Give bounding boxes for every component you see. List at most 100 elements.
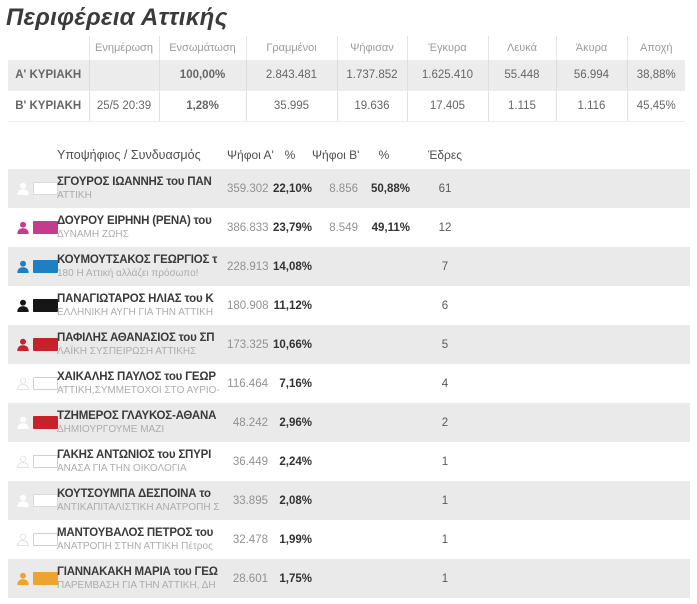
candidate-votes-a: 386.833	[227, 221, 269, 234]
party-color-swatch	[33, 494, 58, 507]
summary-cell-update: 25/5 20:39	[88, 90, 159, 122]
party-color-swatch	[33, 455, 58, 468]
candidate-pct-a: 2,24%	[279, 455, 312, 468]
candidate-row[interactable]: ΓΑΚΗΣ ΑΝΤΩΝΙΟΣ του ΣΠΥΡΙ ΑΝΑΣΑ ΓΙΑ ΤΗΝ Ο…	[8, 442, 690, 481]
candidate-party: ΠΑΡΕΜΒΑΣΗ ΓΙΑ ΤΗΝ ΑΤΤΙΚΗ, ΔΗ	[57, 580, 216, 591]
summary-cell-abstention: 38,88%	[626, 60, 685, 91]
candidate-name: ΚΟΥΜΟΥΤΣΑΚΟΣ ΓΕΩΡΓΙΟΣ τ	[57, 254, 218, 266]
summary-cell-abstention: 45,45%	[626, 90, 685, 122]
candidate-row[interactable]: ΓΙΑΝΝΑΚΑΚΗ ΜΑΡΙΑ του ΓΕΩ ΠΑΡΕΜΒΑΣΗ ΓΙΑ Τ…	[8, 559, 690, 598]
candidate-icon-cell	[8, 299, 58, 313]
header-seats: Έδρες	[427, 148, 463, 162]
candidate-votes-b: 8.856	[329, 182, 358, 195]
party-color-swatch	[33, 299, 58, 312]
candidate-pct-a: 2,96%	[279, 416, 312, 429]
candidate-icon-cell	[8, 260, 58, 274]
person-icon	[17, 572, 29, 585]
person-icon	[17, 416, 29, 429]
candidate-row[interactable]: ΚΟΥΜΟΥΤΣΑΚΟΣ ΓΕΩΡΓΙΟΣ τ 180 Η Αττική αλλ…	[8, 247, 690, 286]
page-title: Περιφέρεια Αττικής	[6, 4, 228, 31]
summary-cell-registered: 2.843.481	[245, 60, 337, 91]
candidate-pct-b: 49,11%	[371, 221, 410, 234]
candidate-row[interactable]: ΧΑΪΚΑΛΗΣ ΠΑΥΛΟΣ του ΓΕΩΡ ΑΤΤΙΚΗ,ΣΥΜΜΕΤΟΧ…	[8, 364, 690, 403]
summary-cell-invalid: 1.116	[555, 90, 627, 122]
candidate-icon-cell	[8, 572, 58, 586]
candidate-pct-b: 50,88%	[370, 182, 410, 195]
party-color-swatch	[33, 377, 58, 390]
summary-cell-valid: 17.405	[406, 90, 488, 122]
candidate-seats: 7	[441, 260, 449, 273]
candidate-pct-a: 23,79%	[272, 221, 312, 234]
party-color-swatch	[33, 260, 58, 273]
candidate-row[interactable]: ΚΟΥΤΣΟΥΜΠΑ ΔΕΣΠΟΙΝΑ το ΑΝΤΙΚΑΠΙΤΑΛΙΣΤΙΚΗ…	[8, 481, 690, 520]
candidate-seats: 4	[441, 377, 449, 390]
summary-cell-voted: 1.737.852	[336, 60, 407, 91]
candidate-icon-cell	[8, 455, 58, 469]
party-color-swatch	[33, 338, 58, 351]
candidate-row[interactable]: ΣΓΟΥΡΟΣ ΙΩΑΝΝΗΣ του ΠΑΝ ΑΤΤΙΚΗ 359.302 2…	[8, 169, 690, 208]
summary-table: Ενημέρωση Ενσωμάτωση Γραμμένοι Ψήφισαν Έ…	[8, 36, 685, 122]
candidate-row[interactable]: ΠΑΦΙΛΗΣ ΑΘΑΝΑΣΙΟΣ του ΣΠ ΛΑΪΚΗ ΣΥΣΠΕΙΡΩΣ…	[8, 325, 690, 364]
candidate-row[interactable]: ΔΟΥΡΟΥ ΕΙΡΗΝΗ (ΡΕΝΑ) του ΔΥΝΑΜΗ ΖΩΗΣ 386…	[8, 208, 690, 247]
candidate-name-cell: ΤΖΗΜΕΡΟΣ ΓΛΑΥΚΟΣ-ΑΘΑΝΑ ΔΗΜΙΟΥΡΓΟΥΜΕ ΜΑΖΙ	[57, 410, 227, 435]
party-color-swatch	[33, 182, 58, 195]
party-color-swatch	[33, 221, 58, 234]
candidate-name: ΣΓΟΥΡΟΣ ΙΩΑΝΝΗΣ του ΠΑΝ	[57, 176, 212, 188]
candidate-seats: 1	[441, 494, 449, 507]
person-icon	[17, 260, 29, 273]
person-icon	[17, 455, 29, 468]
candidate-party: ΑΝΑΤΡΟΠΗ ΣΤΗΝ ΑΤΤΙΚΗ Πέτρος	[57, 541, 213, 552]
candidate-party: 180 Η Αττική αλλάζει πρόσωπο!	[57, 268, 199, 279]
header-candidate: Υποψήφιος / Συνδυασμός	[57, 148, 201, 162]
candidate-icon-cell	[8, 533, 58, 547]
party-color-swatch	[33, 416, 58, 429]
candidate-icon-cell	[8, 416, 58, 430]
summary-cell-registered: 35.995	[245, 90, 337, 122]
party-color-swatch	[33, 533, 58, 546]
summary-row-label: Α' ΚΥΡΙΑΚΗ	[8, 60, 89, 91]
candidate-row[interactable]: ΤΖΗΜΕΡΟΣ ΓΛΑΥΚΟΣ-ΑΘΑΝΑ ΔΗΜΙΟΥΡΓΟΥΜΕ ΜΑΖΙ…	[8, 403, 690, 442]
summary-cell-voted: 19.636	[336, 90, 407, 122]
candidate-row[interactable]: ΠΑΝΑΓΙΩΤΑΡΟΣ ΗΛΙΑΣ του Κ ΕΛΛΗΝΙΚΗ ΑΥΓΗ Γ…	[8, 286, 690, 325]
candidate-name: ΔΟΥΡΟΥ ΕΙΡΗΝΗ (ΡΕΝΑ) του	[57, 215, 212, 227]
header-pct-b: %	[378, 148, 390, 162]
person-icon	[17, 377, 29, 390]
candidate-name: ΧΑΪΚΑΛΗΣ ΠΑΥΛΟΣ του ΓΕΩΡ	[57, 371, 216, 383]
candidate-party: ΛΑΪΚΗ ΣΥΣΠΕΙΡΩΣΗ ΑΤΤΙΚΗΣ	[57, 346, 197, 357]
candidate-name-cell: ΠΑΝΑΓΙΩΤΑΡΟΣ ΗΛΙΑΣ του Κ ΕΛΛΗΝΙΚΗ ΑΥΓΗ Γ…	[57, 293, 227, 318]
candidate-list-header: Υποψήφιος / Συνδυασμός Ψήφοι Α' % Ψήφοι …	[8, 148, 697, 162]
candidate-votes-a: 28.601	[232, 572, 268, 585]
candidate-name-cell: ΓΙΑΝΝΑΚΑΚΗ ΜΑΡΙΑ του ΓΕΩ ΠΑΡΕΜΒΑΣΗ ΓΙΑ Τ…	[57, 566, 227, 591]
candidate-pct-a: 1,75%	[279, 572, 312, 585]
candidate-name: ΜΑΝΤΟΥΒΑΛΟΣ ΠΕΤΡΟΣ του	[57, 527, 214, 539]
candidate-icon-cell	[8, 182, 58, 196]
header-votes-b: Ψήφοι Β'	[312, 148, 360, 162]
candidate-list: ΣΓΟΥΡΟΣ ΙΩΑΝΝΗΣ του ΠΑΝ ΑΤΤΙΚΗ 359.302 2…	[0, 169, 697, 598]
candidate-party: ΑΝΤΙΚΑΠΙΤΑΛΙΣΤΙΚΗ ΑΝΑΤΡΟΠΗ Σ	[57, 502, 220, 513]
candidate-pct-a: 2,08%	[279, 494, 312, 507]
candidate-party: ΑΝΑΣΑ ΓΙΑ ΤΗΝ ΟΙΚΟΛΟΓΙΑ	[57, 463, 187, 474]
candidate-icon-cell	[8, 221, 58, 235]
candidate-votes-b: 8.549	[329, 221, 358, 234]
candidate-pct-a: 11,12%	[273, 299, 312, 312]
person-icon	[17, 221, 29, 234]
candidate-icon-cell	[8, 377, 58, 391]
candidate-pct-a: 1,99%	[279, 533, 312, 546]
candidate-name-cell: ΚΟΥΤΣΟΥΜΠΑ ΔΕΣΠΟΙΝΑ το ΑΝΤΙΚΑΠΙΤΑΛΙΣΤΙΚΗ…	[57, 488, 227, 513]
summary-header-empty	[8, 36, 89, 60]
candidate-icon-cell	[8, 494, 58, 508]
candidate-name-cell: ΔΟΥΡΟΥ ΕΙΡΗΝΗ (ΡΕΝΑ) του ΔΥΝΑΜΗ ΖΩΗΣ	[57, 215, 227, 240]
person-icon	[17, 338, 29, 351]
candidate-name: ΤΖΗΜΕΡΟΣ ΓΛΑΥΚΟΣ-ΑΘΑΝΑ	[57, 410, 217, 422]
candidate-name-cell: ΜΑΝΤΟΥΒΑΛΟΣ ΠΕΤΡΟΣ του ΑΝΑΤΡΟΠΗ ΣΤΗΝ ΑΤΤ…	[57, 527, 227, 552]
candidate-party: ΕΛΛΗΝΙΚΗ ΑΥΓΗ ΓΙΑ ΤΗΝ ΑΤΤΙΚΗ	[57, 307, 214, 318]
candidate-row[interactable]: ΜΑΝΤΟΥΒΑΛΟΣ ΠΕΤΡΟΣ του ΑΝΑΤΡΟΠΗ ΣΤΗΝ ΑΤΤ…	[8, 520, 690, 559]
summary-header-blank: Λευκά	[487, 36, 556, 60]
summary-cell-valid: 1.625.410	[406, 60, 488, 91]
candidate-seats: 1	[441, 455, 449, 468]
person-icon	[17, 533, 29, 546]
candidate-name-cell: ΓΑΚΗΣ ΑΝΤΩΝΙΟΣ του ΣΠΥΡΙ ΑΝΑΣΑ ΓΙΑ ΤΗΝ Ο…	[57, 449, 227, 474]
candidate-icon-cell	[8, 338, 58, 352]
candidate-pct-a: 10,66%	[272, 338, 312, 351]
header-votes-a: Ψήφοι Α'	[227, 148, 274, 162]
